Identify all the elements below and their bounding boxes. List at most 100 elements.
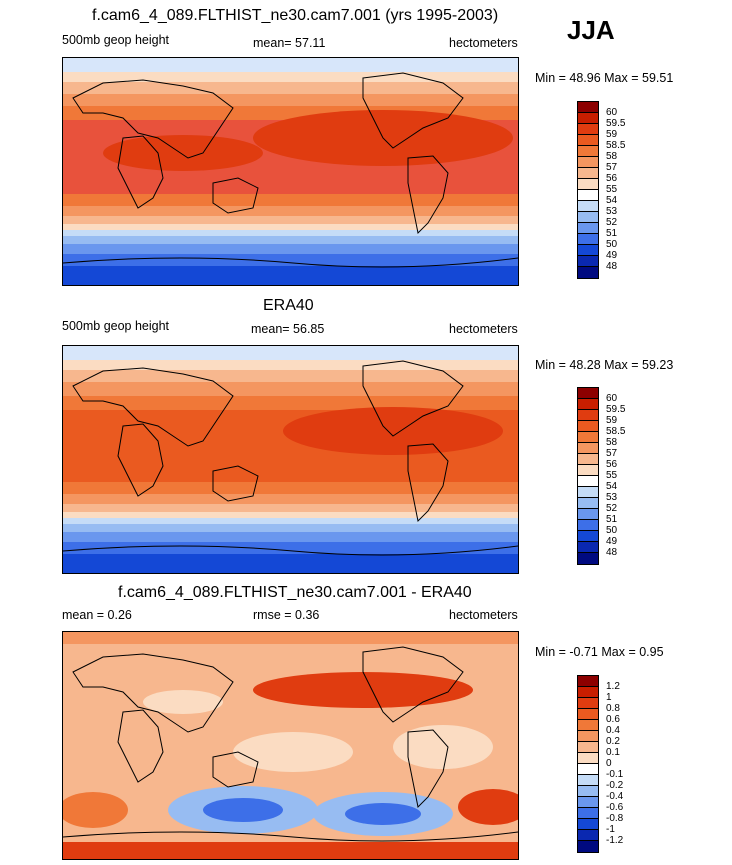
panel-3-mean-label: mean = 0.26 (62, 608, 132, 622)
panel-3-colorbar-tick: -0.8 (606, 813, 624, 824)
panel-2-colorbar-swatch (578, 520, 598, 531)
panel-1-colorbar-swatch (578, 212, 598, 223)
panel-3-colorbar-swatch (578, 676, 598, 687)
panel-3-colorbar-tick: -0.2 (606, 780, 624, 791)
panel-3-colorbar-swatch (578, 797, 598, 808)
panel-3-colorbar-tick: 0 (606, 758, 612, 769)
panel-2-colorbar-tick: 60 (606, 393, 618, 404)
panel-3-colorbar-swatch (578, 841, 598, 852)
panel-2-colorbar-swatch (578, 498, 598, 509)
panel-2-colorbar-swatch (578, 553, 598, 564)
panel-2-colorbar-tick: 56 (606, 459, 618, 470)
panel-1-colorbar-swatch (578, 168, 598, 179)
panel-2-colorbar-swatch (578, 476, 598, 487)
panel-3-title: f.cam6_4_089.FLTHIST_ne30.cam7.001 - ERA… (118, 584, 472, 601)
panel-1-colorbar-tick: 48 (606, 261, 618, 272)
panel-1-variable-label: 500mb geop height (62, 33, 170, 47)
panel-1-colorbar-swatch (578, 124, 598, 135)
panel-2-mean-label: mean= 56.85 (251, 322, 325, 336)
panel-1-colorbar-tick: 58 (606, 151, 618, 162)
panel-2-colorbar-tick: 49 (606, 536, 618, 547)
panel-1-colorbar-tick: 55 (606, 184, 618, 195)
panel-3-colorbar-swatch (578, 808, 598, 819)
panel-1-colorbar-swatch (578, 190, 598, 201)
panel-2-colorbar-swatch (578, 410, 598, 421)
panel-3-colorbar-swatch (578, 687, 598, 698)
panel-3-map (62, 631, 519, 860)
panel-2-colorbar-tick: 53 (606, 492, 618, 503)
panel-2-colorbar-swatch (578, 421, 598, 432)
panel-3-colorbar-swatch (578, 830, 598, 841)
panel-1-colorbar-swatch (578, 157, 598, 168)
panel-1-minmax-label: Min = 48.96 Max = 59.51 (535, 71, 674, 85)
panel-1-colorbar-tick: 53 (606, 206, 618, 217)
panel-3-units-label: hectometers (449, 608, 518, 622)
panel-3-colorbar-tick: -1 (606, 824, 615, 835)
panel-2-colorbar-swatch (578, 388, 598, 399)
panel-3-colorbar-swatch (578, 709, 598, 720)
panel-2-colorbar-tick: 54 (606, 481, 618, 492)
panel-3-colorbar-swatch (578, 764, 598, 775)
panel-1-colorbar-tick: 57 (606, 162, 618, 173)
panel-1-colorbar-tick: 60 (606, 107, 618, 118)
panel-1-colorbar-tick: 51 (606, 228, 618, 239)
panel-3-colorbar-swatch (578, 819, 598, 830)
panel-3-colorbar-tick: 0.6 (606, 714, 620, 725)
panel-2-map (62, 345, 519, 574)
panel-3-colorbar-tick: 0.4 (606, 725, 620, 736)
panel-3-colorbar-tick: 1.2 (606, 681, 620, 692)
panel-1-colorbar-swatch (578, 102, 598, 113)
panel-3-colorbar-swatch (578, 775, 598, 786)
panel-3-colorbar-tick: -0.6 (606, 802, 624, 813)
panel-1-colorbar (577, 101, 599, 279)
panel-3-colorbar-swatch (578, 786, 598, 797)
panel-2-colorbar-tick: 52 (606, 503, 618, 514)
panel-1-colorbar-swatch (578, 256, 598, 267)
panel-1-mean-label: mean= 57.11 (253, 36, 326, 50)
panel-1-map (62, 57, 519, 286)
panel-2-colorbar-tick: 58.5 (606, 426, 626, 437)
panel-1-colorbar-swatch (578, 146, 598, 157)
panel-3-colorbar-tick: 0.8 (606, 703, 620, 714)
panel-3-colorbar-swatch (578, 698, 598, 709)
panel-2-colorbar-swatch (578, 454, 598, 465)
panel-1-map-plot (63, 58, 518, 285)
panel-2-colorbar-swatch (578, 487, 598, 498)
panel-1-colorbar-tick: 54 (606, 195, 618, 206)
panel-3-colorbar-tick: 1 (606, 692, 612, 703)
panel-2-colorbar-tick: 51 (606, 514, 618, 525)
panel-1-colorbar-tick: 52 (606, 217, 618, 228)
panel-2-colorbar-swatch (578, 399, 598, 410)
season-label: JJA (567, 15, 615, 45)
panel-1-colorbar-swatch (578, 234, 598, 245)
panel-1-colorbar-swatch (578, 135, 598, 146)
panel-2-colorbar-tick: 55 (606, 470, 618, 481)
panel-2-colorbar-swatch (578, 509, 598, 520)
panel-3-colorbar-tick: 0.1 (606, 747, 620, 758)
panel-2-colorbar-tick: 50 (606, 525, 618, 536)
panel-2-colorbar (577, 387, 599, 565)
panel-1-colorbar-swatch (578, 267, 598, 278)
panel-2-colorbar-tick: 58 (606, 437, 618, 448)
panel-2-map-plot (63, 346, 518, 573)
panel-3-map-plot (63, 632, 518, 859)
panel-2-title: ERA40 (263, 297, 314, 314)
panel-3-rmse-label: rmse = 0.36 (253, 608, 320, 622)
panel-2-colorbar-swatch (578, 542, 598, 553)
panel-1-colorbar-swatch (578, 113, 598, 124)
panel-2-colorbar-swatch (578, 443, 598, 454)
panel-1-colorbar-tick: 56 (606, 173, 618, 184)
panel-2-colorbar-tick: 59 (606, 415, 618, 426)
panel-1-colorbar-tick: 49 (606, 250, 618, 261)
panel-3-colorbar-swatch (578, 731, 598, 742)
panel-2-units-label: hectometers (449, 322, 518, 336)
panel-1-colorbar-swatch (578, 245, 598, 256)
panel-2-colorbar-tick: 57 (606, 448, 618, 459)
panel-3-colorbar-tick: -0.4 (606, 791, 624, 802)
panel-1-colorbar-swatch (578, 201, 598, 212)
panel-3-colorbar (577, 675, 599, 853)
panel-3-colorbar-tick: -1.2 (606, 835, 624, 846)
panel-1-colorbar-swatch (578, 179, 598, 190)
panel-1-units-label: hectometers (449, 36, 518, 50)
panel-2-minmax-label: Min = 48.28 Max = 59.23 (535, 358, 674, 372)
